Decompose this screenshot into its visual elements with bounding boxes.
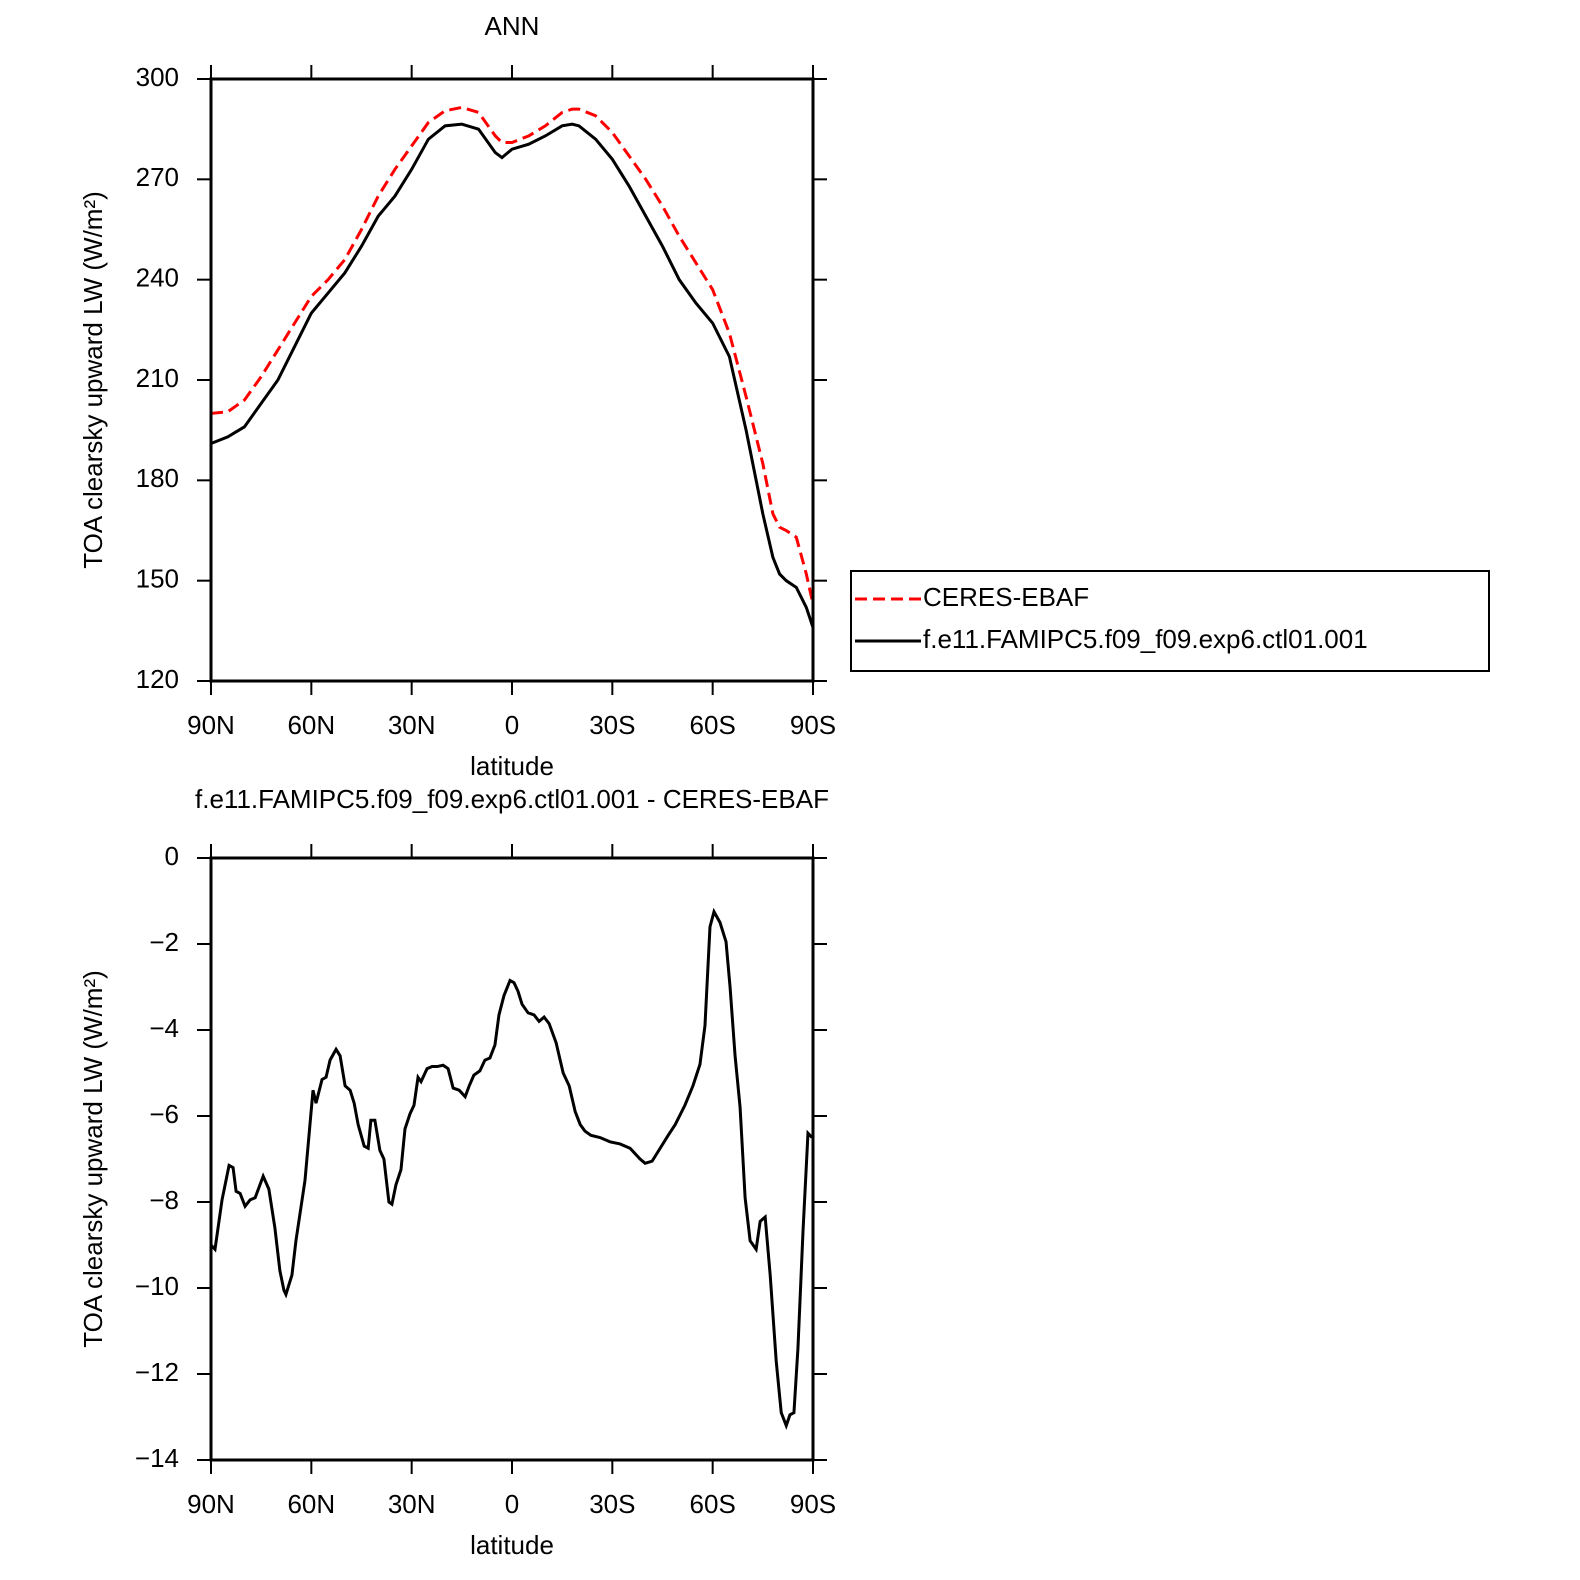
x-tick-label: 60S (690, 1489, 736, 1519)
x-tick-label: 0 (505, 710, 519, 740)
x-tick-label: 30S (589, 710, 635, 740)
y-tick-label: 180 (136, 463, 179, 493)
legend-label: CERES-EBAF (923, 582, 1089, 612)
x-tick-label: 30N (388, 710, 436, 740)
data-line (210, 105, 815, 605)
y-tick-label: 0 (165, 841, 179, 871)
x-axis-label: latitude (470, 1530, 554, 1560)
plot-frame (209, 77, 815, 683)
x-axis-label: latitude (470, 751, 554, 781)
y-tick-label: −4 (149, 1013, 179, 1043)
x-tick-label: 60N (287, 1489, 335, 1519)
x-tick-label: 60N (287, 710, 335, 740)
x-tick-label: 90S (790, 1489, 836, 1519)
data-line (209, 907, 814, 1430)
y-tick-label: 120 (136, 664, 179, 694)
x-tick-label: 0 (505, 1489, 519, 1519)
y-tick-label: 300 (136, 62, 179, 92)
x-tick-label: 30N (388, 1489, 436, 1519)
y-tick-label: −10 (135, 1271, 179, 1301)
y-tick-label: −12 (135, 1357, 179, 1387)
x-tick-label: 90N (187, 1489, 235, 1519)
y-tick-label: −6 (149, 1099, 179, 1129)
x-tick-label: 60S (690, 710, 736, 740)
x-tick-label: 90N (187, 710, 235, 740)
y-tick-label: 270 (136, 162, 179, 192)
y-tick-label: 150 (136, 564, 179, 594)
x-tick-label: 30S (589, 1489, 635, 1519)
y-tick-label: −2 (149, 927, 179, 957)
data-line (210, 122, 815, 628)
y-axis-label: TOA clearsky upward LW (W/m²) (78, 191, 108, 569)
x-tick-label: 90S (790, 710, 836, 740)
y-tick-label: −14 (135, 1443, 179, 1473)
legend-label: f.e11.FAMIPC5.f09_f09.exp6.ctl01.001 (923, 624, 1368, 654)
chart-title: f.e11.FAMIPC5.f09_f09.exp6.ctl01.001 - C… (195, 784, 829, 814)
legend-box (850, 570, 1490, 672)
y-axis-label: TOA clearsky upward LW (W/m²) (78, 970, 108, 1348)
y-tick-label: 210 (136, 363, 179, 393)
chart-title: ANN (485, 11, 540, 41)
y-tick-label: 240 (136, 263, 179, 293)
plot-frame (209, 856, 815, 1462)
y-tick-label: −8 (149, 1185, 179, 1215)
